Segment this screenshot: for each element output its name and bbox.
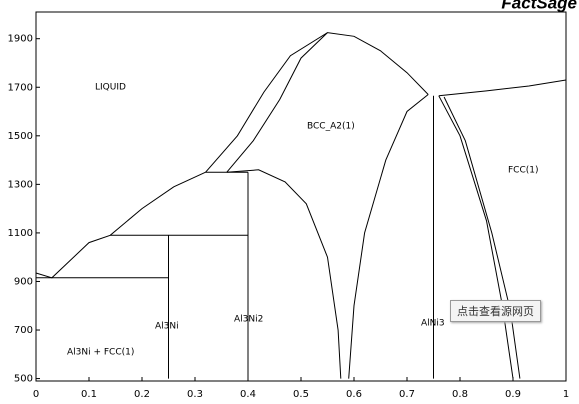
x-tick-label: 0.9 — [505, 389, 521, 400]
x-tick-label: 0.6 — [346, 389, 362, 400]
y-tick-label: 1500 — [8, 131, 33, 142]
view-source-button[interactable]: 点击查看源网页 — [450, 300, 541, 322]
x-tick-label: 0.3 — [187, 389, 203, 400]
phase-boundary — [348, 94, 429, 379]
x-tick-label: 0.5 — [293, 389, 309, 400]
phase-boundary — [35, 171, 206, 279]
chart-title: FactSage — [501, 0, 577, 12]
x-tick-label: 0.7 — [399, 389, 415, 400]
region-label: AlNi3 — [421, 319, 445, 329]
region-label: LIQUID — [95, 83, 126, 93]
y-tick-label: 900 — [14, 276, 33, 287]
region-label: Al3Ni + FCC(1) — [67, 348, 134, 358]
y-tick-label: 1300 — [8, 179, 33, 190]
y-tick-label: 700 — [14, 325, 33, 336]
x-tick-label: 0.8 — [452, 389, 468, 400]
phase-boundary — [438, 95, 514, 379]
phase-boundary — [438, 79, 567, 97]
x-tick-label: 0.1 — [81, 389, 97, 400]
region-label: Al3Ni2 — [234, 315, 263, 325]
x-tick-label: 0 — [33, 389, 39, 400]
x-tick-label: 0.4 — [240, 389, 256, 400]
phase-boundary — [443, 96, 521, 379]
phase-boundary — [226, 32, 328, 173]
y-tick-label: 1700 — [8, 82, 33, 93]
plot-frame — [35, 11, 567, 382]
x-tick-label: 1 — [563, 389, 569, 400]
x-tick-label: 0.2 — [134, 389, 150, 400]
region-label: BCC_A2(1) — [307, 122, 355, 132]
y-tick-label: 1900 — [8, 34, 33, 45]
region-label: FCC(1) — [508, 166, 539, 176]
phase-boundary — [205, 32, 429, 173]
phase-boundary — [226, 169, 342, 379]
y-tick-label: 1100 — [8, 228, 33, 239]
region-label: Al3Ni — [155, 322, 179, 332]
y-tick-label: 500 — [14, 374, 33, 385]
